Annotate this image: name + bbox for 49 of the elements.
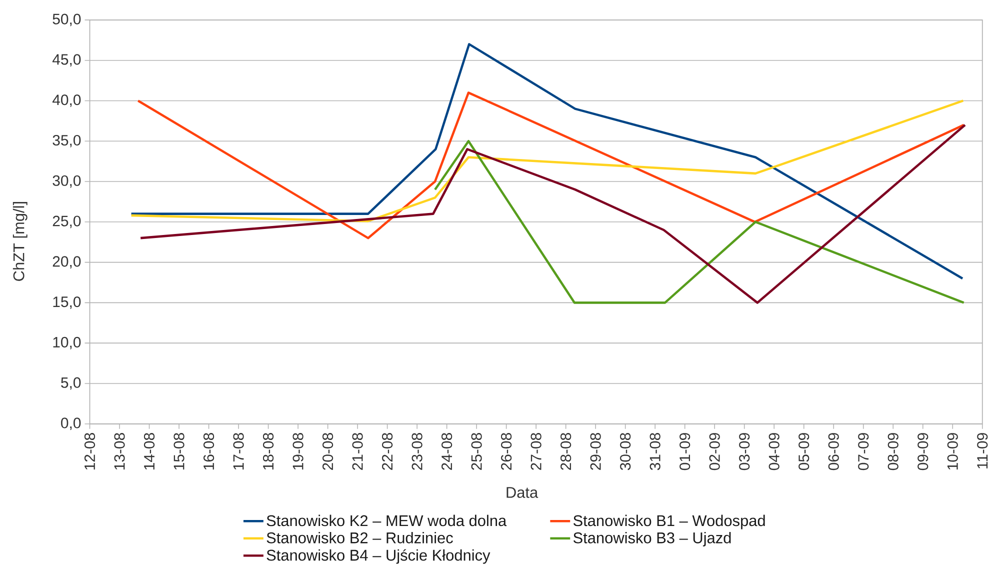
x-tick-label: 10-09 — [947, 433, 958, 470]
x-tick-label: 31-08 — [650, 433, 660, 470]
x-tick-label: 14-08 — [144, 433, 155, 470]
x-tick-label: 23-08 — [412, 433, 422, 470]
x-tick-label: 16-08 — [203, 433, 214, 470]
y-tick-label: 40,0 — [52, 94, 81, 108]
y-tick-label: 25,0 — [52, 216, 81, 228]
x-tick-label: 25-08 — [471, 433, 482, 470]
x-tick-label: 26-08 — [501, 433, 512, 470]
x-tick-label: 03-09 — [739, 433, 750, 470]
legend-label: Stanowisko B1 – Wodospad — [573, 515, 765, 530]
legend-label: Stanowisko B3 – Ujazd — [573, 532, 731, 547]
y-tick-label: 50,0 — [52, 14, 81, 26]
x-tick-label: 22-08 — [382, 433, 393, 470]
legend-label: Stanowisko K2 – MEW woda dolna — [266, 515, 507, 526]
legend-label: Stanowisko B2 – Rudziniec — [266, 532, 453, 544]
x-tick-label: 02-09 — [709, 433, 720, 470]
x-tick-label: 28-08 — [560, 433, 572, 470]
y-tick-label: 0,0 — [61, 418, 81, 430]
x-axis-title: Data — [506, 487, 538, 498]
x-tick-label: 01-09 — [680, 433, 690, 470]
y-axis-title: ChZT [mg/l] — [12, 202, 28, 282]
x-tick-label: 30-08 — [620, 433, 631, 470]
x-tick-label: 18-08 — [262, 433, 274, 470]
x-tick-label: 08-09 — [888, 433, 898, 470]
x-tick-label: 05-09 — [798, 433, 810, 470]
x-tick-label: 27-08 — [530, 433, 542, 470]
legend-label: Stanowisko B4 – Ujście Kłodnicy — [266, 549, 490, 564]
x-tick-label: 20-08 — [322, 433, 334, 470]
x-tick-label: 06-09 — [828, 433, 839, 470]
y-tick-label: 45,0 — [52, 54, 81, 67]
y-tick-label: 20,0 — [52, 256, 81, 269]
x-tick-label: 17-08 — [233, 433, 244, 470]
y-tick-label: 35,0 — [52, 135, 81, 148]
y-tick-label: 15,0 — [53, 296, 81, 310]
y-tick-label: 5,0 — [61, 378, 81, 390]
x-tick-label: 09-09 — [918, 433, 928, 470]
y-tick-label: 30,0 — [52, 176, 81, 188]
x-tick-label: 12-08 — [84, 433, 96, 470]
x-tick-label: 11-09 — [977, 433, 988, 469]
x-tick-label: 21-08 — [352, 433, 363, 470]
x-tick-label: 15-08 — [174, 433, 184, 470]
x-tick-label: 24-08 — [442, 433, 452, 470]
x-tick-label: 13-08 — [114, 433, 125, 470]
x-tick-label: 04-09 — [768, 433, 780, 470]
y-tick-label: 10,0 — [53, 337, 81, 350]
x-tick-label: 07-09 — [858, 433, 869, 470]
x-tick-label: 29-08 — [590, 433, 601, 470]
x-tick-label: 19-08 — [292, 433, 304, 470]
